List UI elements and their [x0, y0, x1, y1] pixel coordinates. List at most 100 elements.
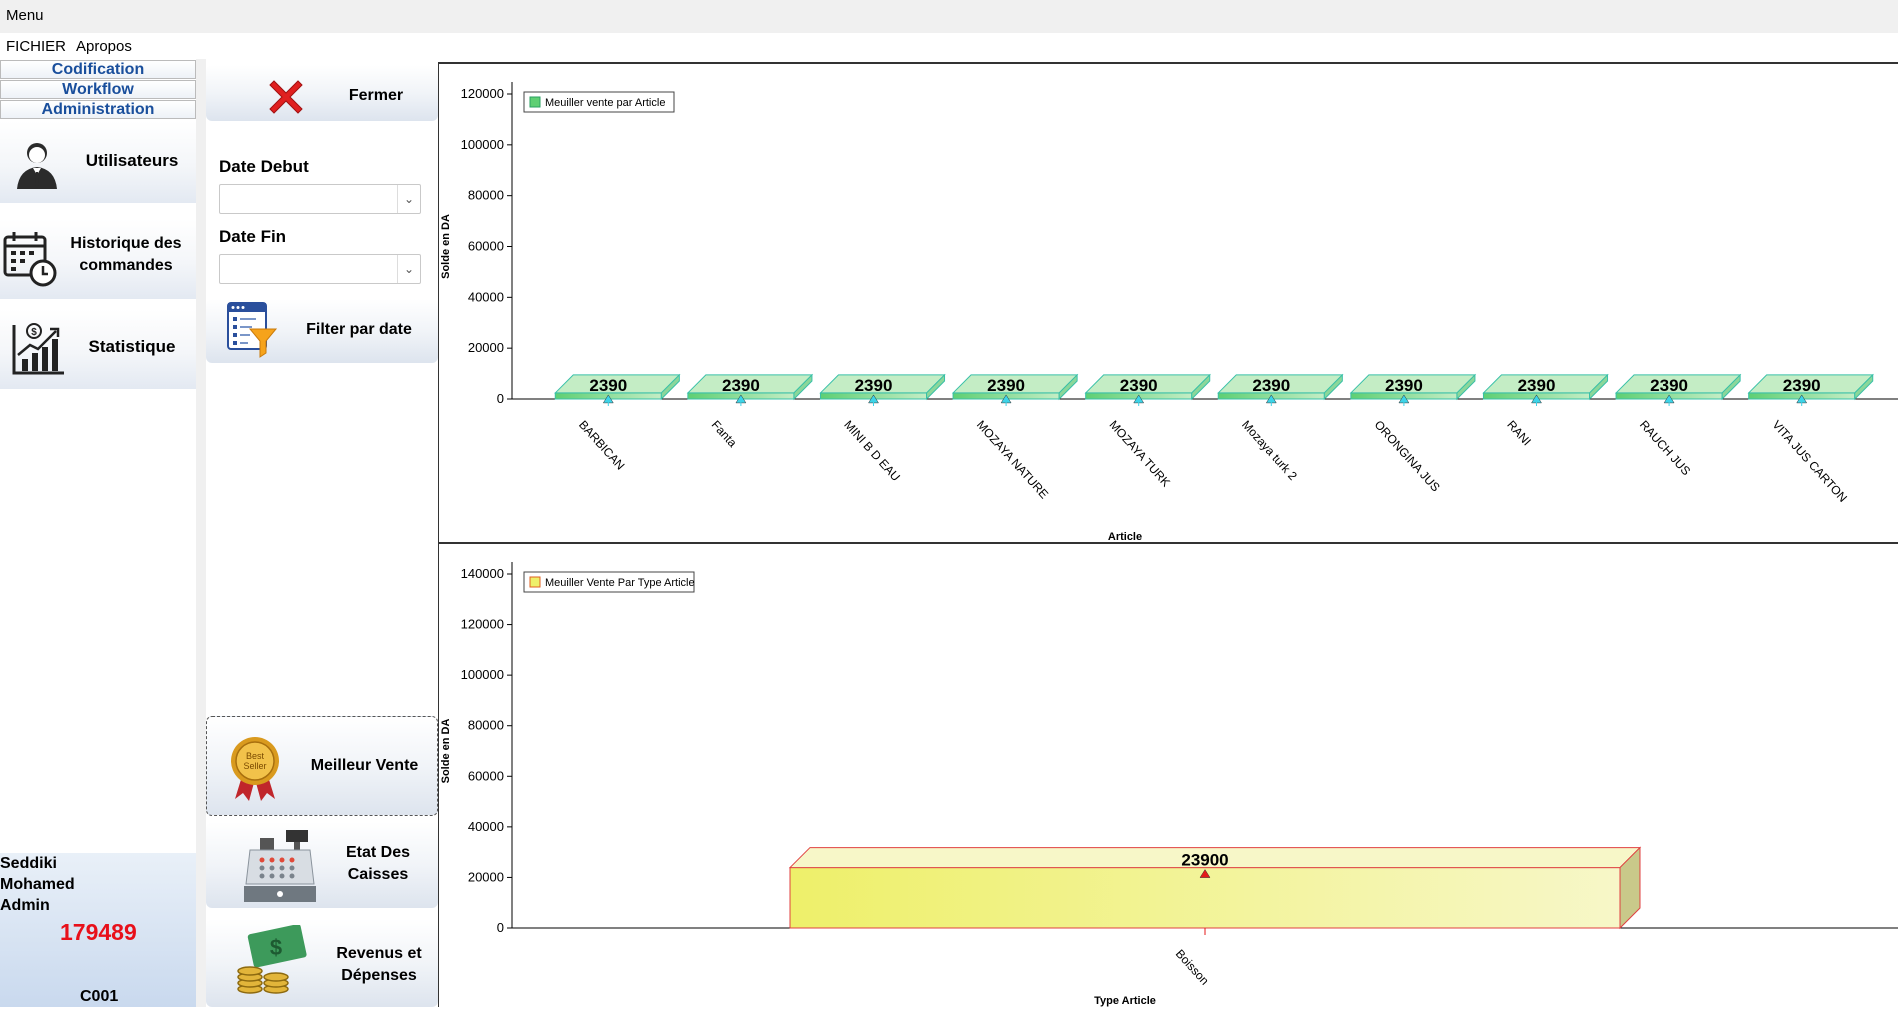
- statistique-button[interactable]: $ Statistique: [0, 309, 196, 389]
- menu-title[interactable]: Menu: [6, 7, 44, 24]
- y-tick-label: 60000: [468, 768, 504, 783]
- y-tick-label: 100000: [461, 667, 504, 682]
- legend-box: [523, 571, 695, 593]
- data-label: 2390: [1385, 376, 1423, 395]
- filter-date-button[interactable]: Filter par date: [206, 299, 438, 363]
- data-label: 2390: [722, 376, 760, 395]
- bar-side: [926, 373, 946, 401]
- data-label: 2390: [1120, 376, 1158, 395]
- data-label: 2390: [1783, 376, 1821, 395]
- bar-side: [1191, 373, 1211, 401]
- etat-caisses-label: Etat Des Caisses: [345, 844, 411, 883]
- bar-side: [1854, 373, 1874, 401]
- menu-fichier[interactable]: FICHIER: [6, 38, 66, 55]
- user-last-name: Mohamed: [0, 876, 75, 893]
- data-label: 2390: [589, 376, 627, 395]
- y-tick-label: 20000: [468, 869, 504, 884]
- y-tick-label: 20000: [468, 340, 504, 355]
- user-first-name: Seddiki: [0, 855, 57, 872]
- user-info-panel: Seddiki Mohamed Admin 179489 C001: [0, 853, 208, 1007]
- best-seller-badge-icon: Best Seller: [231, 737, 279, 801]
- legend-label: Meuiller Vente Par Type Article: [545, 577, 695, 589]
- revenus-depenses-label: Revenus et Dépenses: [336, 945, 422, 984]
- data-label: 2390: [1252, 376, 1290, 395]
- bar-side: [660, 373, 680, 401]
- chart-articles-pane: 0 20000 40000 60000 80000 100000 120000 Solde e…: [438, 62, 1898, 543]
- x-tick-label: VITA JUS CARTON: [1769, 418, 1849, 505]
- filter-date-label: Filter par date: [306, 321, 412, 338]
- y-tick-label: 120000: [461, 617, 504, 632]
- cash-register-icon: [244, 830, 316, 902]
- legend-label: Meuiller vente par Article: [545, 97, 665, 109]
- y-tick-label: 100000: [461, 137, 504, 152]
- menu-apropos[interactable]: Apropos: [76, 38, 132, 55]
- filter-list-icon: [227, 302, 278, 358]
- meilleur-vente-button[interactable]: Best Seller Meilleur Vente: [206, 716, 438, 816]
- historique-button[interactable]: Historique des commandes: [0, 219, 196, 299]
- x-axis-label: Type Article: [1094, 995, 1156, 1007]
- data-label: 23900: [1181, 851, 1228, 870]
- bar-side: [1589, 373, 1609, 401]
- section-workflow[interactable]: Workflow: [0, 80, 196, 99]
- chart-best-sale-by-article: 0 20000 40000 60000 80000 100000 120000 Solde e…: [440, 82, 1898, 543]
- historique-label: Historique des commandes: [70, 235, 182, 274]
- close-icon: [269, 80, 303, 114]
- y-tick-label: 60000: [468, 239, 504, 254]
- x-tick-label: MINI B D EAU: [841, 418, 903, 484]
- x-tick-label: Boisson: [1173, 947, 1212, 988]
- data-label: 2390: [1518, 376, 1556, 395]
- y-tick-label: 0: [497, 920, 504, 935]
- statistique-label: Statistique: [88, 337, 176, 356]
- svg-text:$: $: [270, 935, 282, 960]
- bar-side: [1058, 373, 1078, 401]
- svg-text:$: $: [31, 327, 37, 338]
- sidebar: Codification Workflow Administration Uti…: [0, 59, 196, 1007]
- chart-type-pane: 0 20000 40000 60000 80000 100000 120000 140000 S…: [438, 542, 1898, 1007]
- date-debut-label: Date Debut: [219, 157, 309, 176]
- data-label: 2390: [1650, 376, 1688, 395]
- revenus-depenses-button[interactable]: $ Revenus et Dépenses: [206, 919, 438, 1007]
- user-code: C001: [80, 988, 119, 1005]
- y-tick-label: 80000: [468, 188, 504, 203]
- date-fin-label: Date Fin: [219, 227, 287, 246]
- legend-swatch: [529, 576, 541, 588]
- etat-caisses-button[interactable]: Etat Des Caisses: [206, 822, 438, 908]
- x-tick-label: BARBICAN: [576, 418, 627, 473]
- data-label: 2390: [987, 376, 1025, 395]
- y-tick-label: 140000: [461, 566, 504, 581]
- chevron-down-icon[interactable]: ⌄: [397, 185, 420, 213]
- date-debut-picker[interactable]: ⌄: [219, 184, 421, 214]
- utilisateurs-button[interactable]: Utilisateurs: [0, 121, 196, 203]
- y-tick-label: 120000: [461, 86, 504, 101]
- chart-growth-icon: $: [12, 323, 64, 375]
- date-fin-picker[interactable]: ⌄: [219, 254, 421, 284]
- bar-side: [793, 373, 813, 401]
- panel-divider: [196, 59, 206, 1007]
- bar-side: [1721, 373, 1741, 401]
- bar-marker: [1199, 869, 1211, 878]
- fermer-button[interactable]: Fermer: [206, 65, 438, 121]
- user-icon: [17, 143, 57, 189]
- y-tick-label: 40000: [468, 289, 504, 304]
- section-codification[interactable]: Codification: [0, 60, 196, 79]
- money-coins-icon: $: [237, 925, 307, 994]
- y-axis-label: Solde en DA: [440, 214, 452, 279]
- x-tick-label: MOZAYA NATURE: [974, 418, 1051, 502]
- y-tick-label: 80000: [468, 718, 504, 733]
- y-tick-label: 0: [497, 391, 504, 406]
- menu-bar: FICHIER Apropos: [0, 33, 1898, 59]
- x-tick-label: ORONGINA JUS: [1372, 418, 1443, 495]
- section-administration[interactable]: Administration: [0, 100, 196, 119]
- meilleur-vente-label: Meilleur Vente: [310, 757, 419, 774]
- chevron-down-icon[interactable]: ⌄: [397, 255, 420, 283]
- x-tick-label: Mozaya turk 2: [1239, 418, 1300, 484]
- bar-side: [1323, 373, 1343, 401]
- data-label: 2390: [855, 376, 893, 395]
- bar-side: [1456, 373, 1476, 401]
- x-axis-label: Article: [1108, 531, 1142, 542]
- x-tick-label: RANI: [1504, 418, 1534, 449]
- action-panel: Fermer Date Debut ⌄ Date Fin ⌄ Filter pa…: [206, 59, 438, 1007]
- user-number: 179489: [60, 919, 137, 945]
- best-seller-badge-line2: Seller: [243, 761, 266, 771]
- x-tick-label: Fanta: [709, 418, 740, 450]
